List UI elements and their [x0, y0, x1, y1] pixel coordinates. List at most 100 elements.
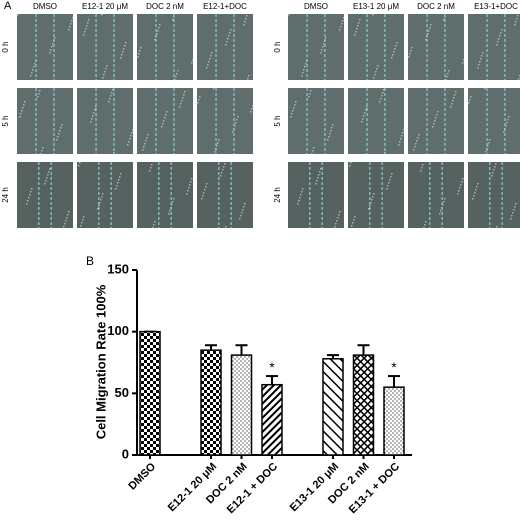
cell-speck: [415, 143, 417, 145]
cell-speck: [386, 188, 388, 190]
cell-speck: [161, 126, 163, 128]
cell-speck: [159, 24, 161, 26]
cell-speck: [400, 138, 402, 140]
cell-speck: [423, 227, 425, 229]
cell-speck: [166, 111, 168, 113]
micrograph: [348, 14, 404, 80]
cell-speck: [93, 112, 95, 114]
cell-speck: [214, 151, 216, 153]
cell-speck: [507, 119, 509, 121]
cell-speck: [117, 182, 119, 184]
cell-speck: [337, 217, 339, 219]
cell-speck: [211, 52, 213, 54]
cell-speck: [223, 166, 225, 168]
cell-speck: [376, 68, 378, 70]
cell-speck: [45, 180, 47, 182]
cell-speck: [83, 216, 85, 218]
cell-speck: [204, 189, 206, 191]
cell-speck: [158, 27, 160, 29]
cell-speck: [42, 147, 44, 149]
cell-speck: [361, 121, 363, 123]
cell-speck: [112, 89, 114, 91]
cell-speck: [120, 173, 122, 175]
cell-speck: [495, 163, 497, 165]
cell-speck: [236, 119, 238, 121]
cell-speck: [65, 220, 67, 222]
cell-speck: [478, 64, 480, 66]
cell-speck: [298, 200, 300, 202]
micrograph: [137, 14, 193, 80]
cell-speck: [56, 139, 58, 141]
cell-speck: [72, 17, 74, 19]
cell-speck: [363, 115, 365, 117]
cell-speck: [474, 192, 476, 194]
micrograph: [348, 88, 404, 154]
cell-speck: [33, 66, 35, 68]
cell-speck: [168, 213, 170, 215]
cell-speck: [418, 134, 420, 136]
cell-speck: [329, 133, 331, 135]
cell-speck: [129, 138, 131, 140]
micrograph: [197, 88, 253, 154]
cell-speck: [106, 65, 108, 67]
cell-speck: [373, 193, 375, 195]
bar: [261, 383, 283, 456]
cell-speck: [443, 201, 445, 203]
cell-speck: [374, 74, 376, 76]
cell-speck: [90, 121, 92, 123]
cell-speck: [120, 57, 122, 59]
cell-speck: [421, 167, 423, 169]
cell-speck: [303, 69, 305, 71]
column-header: DMSO: [33, 2, 57, 11]
cell-speck: [123, 48, 125, 50]
cell-speck: [341, 23, 343, 25]
cell-speck: [511, 215, 513, 217]
cell-speck: [151, 164, 153, 166]
cell-speck: [370, 202, 372, 204]
significance-mark: *: [391, 359, 397, 375]
cell-speck: [312, 150, 314, 152]
micrograph: [17, 162, 73, 228]
cell-speck: [198, 99, 200, 101]
cell-speck: [40, 153, 42, 155]
cell-speck: [503, 131, 505, 133]
cell-speck: [82, 219, 84, 221]
cell-speck: [226, 41, 228, 43]
cell-speck: [174, 79, 176, 81]
cell-speck: [187, 190, 189, 192]
cell-speck: [462, 178, 464, 180]
cell-speck: [49, 52, 51, 54]
cell-speck: [380, 98, 382, 100]
cell-speck: [57, 136, 59, 138]
y-tick-label: 150: [107, 261, 129, 276]
column-header: DOC 2 nM: [146, 2, 184, 11]
cell-speck: [358, 22, 360, 24]
cell-speck: [375, 71, 377, 73]
cell-speck: [343, 17, 345, 19]
cell-speck: [147, 134, 149, 136]
micrograph: [17, 88, 73, 154]
cell-speck: [498, 38, 500, 40]
cell-speck: [84, 31, 86, 33]
cell-speck: [86, 25, 88, 27]
cell-speck: [328, 136, 330, 138]
cell-speck: [462, 62, 464, 64]
cell-speck: [293, 107, 295, 109]
cell-speck: [27, 200, 29, 202]
cell-speck: [434, 120, 436, 122]
cell-speck: [515, 21, 517, 23]
cell-speck: [180, 103, 182, 105]
cell-speck: [21, 110, 23, 112]
bar: [139, 330, 161, 456]
cell-speck: [339, 29, 341, 31]
cell-speck: [197, 102, 199, 104]
cell-speck: [488, 142, 490, 144]
cell-speck: [451, 103, 453, 105]
cell-speck: [331, 127, 333, 129]
cell-speck: [372, 14, 374, 16]
cell-speck: [452, 100, 454, 102]
cell-speck: [319, 171, 321, 173]
panel-label: A: [4, 0, 12, 12]
cell-speck: [201, 198, 203, 200]
cell-speck: [122, 51, 124, 53]
